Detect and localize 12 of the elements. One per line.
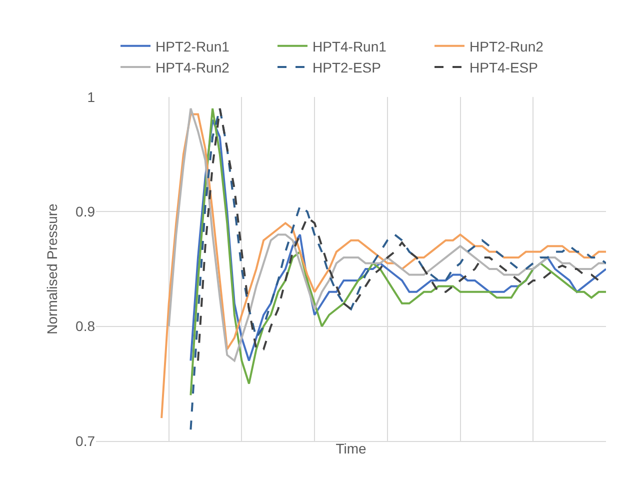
y-axis-title: Normalised Pressure: [44, 203, 60, 334]
legend-label: HPT2-Run2: [470, 38, 544, 54]
legend-label: HPT2-ESP: [312, 60, 381, 76]
legend-label: HPT4-Run2: [156, 60, 230, 76]
x-axis-title: Time: [336, 440, 367, 456]
y-tick-label: 0.7: [76, 432, 96, 449]
y-tick-label: 0.8: [76, 318, 96, 334]
legend-label: HPT4-ESP: [470, 60, 538, 76]
y-tick-label: 1: [87, 88, 96, 105]
y-tick-label: 0.9: [76, 204, 96, 220]
legend-label: HPT4-Run1: [312, 38, 387, 54]
legend-label: HPT2-Run1: [156, 38, 230, 54]
